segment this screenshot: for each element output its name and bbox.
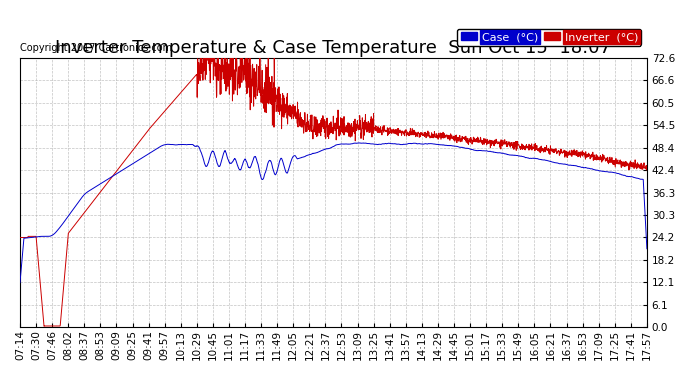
Text: Copyright 2017 Cartronics.com: Copyright 2017 Cartronics.com [20, 43, 172, 53]
Legend: Case  (°C), Inverter  (°C): Case (°C), Inverter (°C) [457, 29, 641, 45]
Title: Inverter Temperature & Case Temperature  Sun Oct 15  18:07: Inverter Temperature & Case Temperature … [55, 39, 611, 57]
